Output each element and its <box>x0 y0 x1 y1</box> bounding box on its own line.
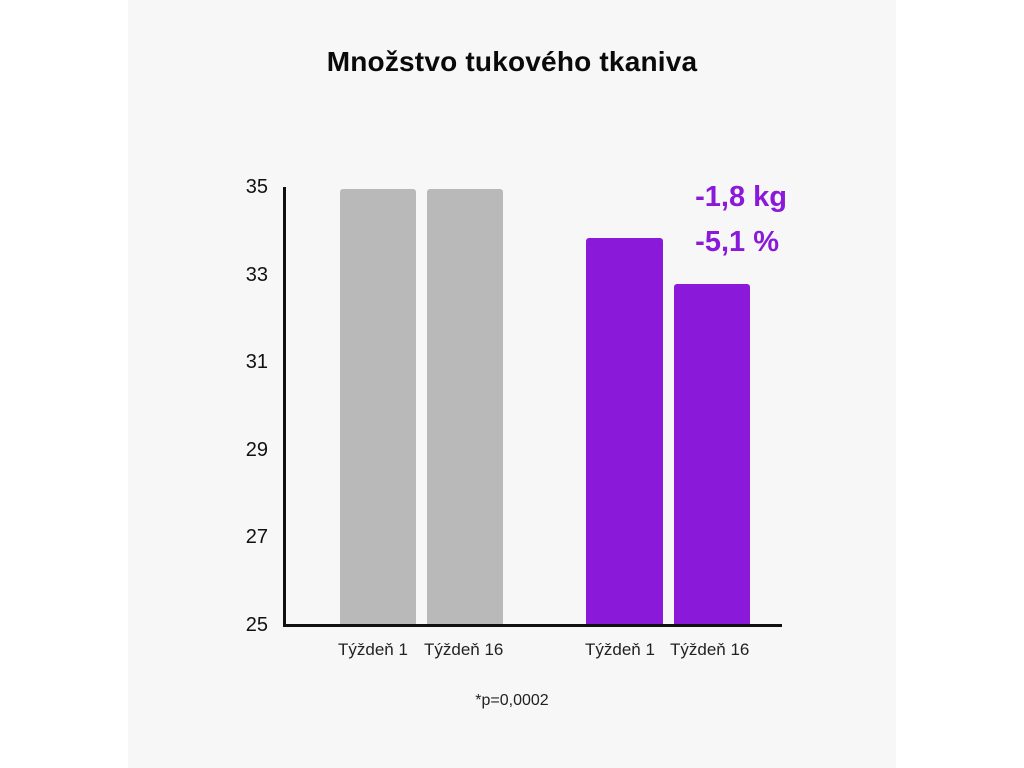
y-tick-35: 35 <box>245 176 268 198</box>
y-axis <box>283 187 286 627</box>
annotation-kg: -1,8 kg <box>695 181 787 213</box>
y-tick-27: 27 <box>245 526 268 548</box>
x-label-control-week1: Týždeň 1 <box>338 640 408 659</box>
x-label-treatment-week16: Týždeň 16 <box>670 640 750 659</box>
footnote-p-value: *p=0,0002 <box>475 692 549 709</box>
y-tick-31: 31 <box>245 351 268 373</box>
y-tick-29: 29 <box>245 439 268 461</box>
x-label-treatment-week1: Týždeň 1 <box>585 640 655 659</box>
y-tick-33: 33 <box>245 264 268 286</box>
chart-title: Množstvo tukového tkaniva <box>326 46 698 77</box>
bar-treatment-week16 <box>674 284 750 625</box>
x-label-control-week16: Týždeň 16 <box>424 640 504 659</box>
bar-treatment-week1 <box>586 238 663 625</box>
chart-panel <box>128 0 896 768</box>
x-axis <box>283 624 782 627</box>
annotation-percent: -5,1 % <box>695 226 779 258</box>
bar-control-week1 <box>340 189 416 625</box>
y-tick-25: 25 <box>245 614 268 636</box>
bar-control-week16 <box>427 189 503 625</box>
